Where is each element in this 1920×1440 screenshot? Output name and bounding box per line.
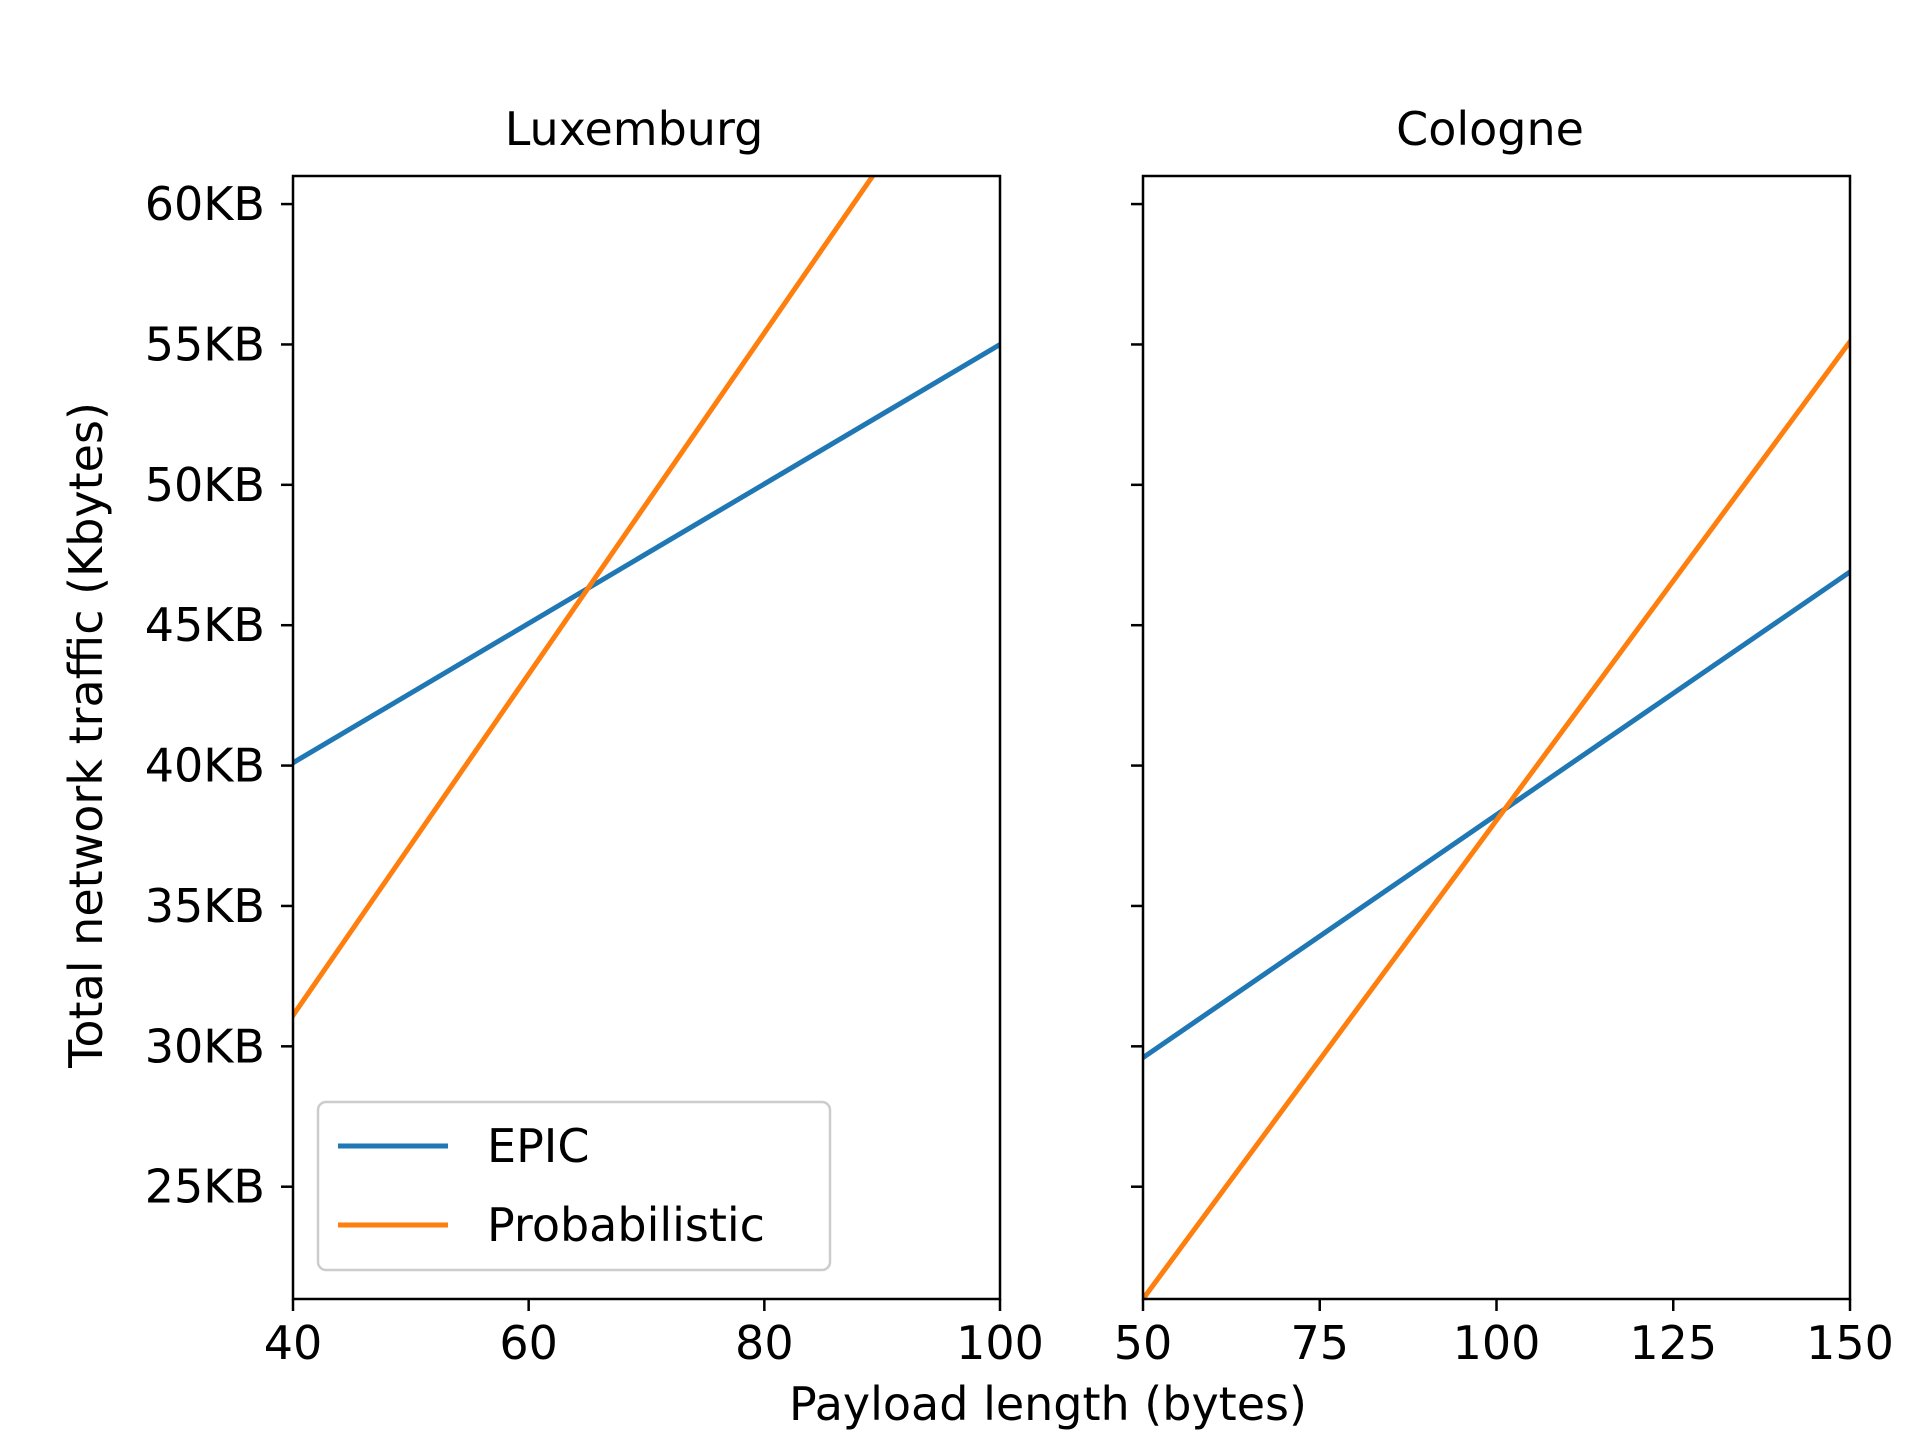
y-tick-label: 50KB [145, 458, 265, 512]
legend-label-epic: EPIC [487, 1119, 590, 1173]
y-axis-label: Total network traffic (Kbytes) [59, 402, 113, 1069]
y-tick-label: 25KB [145, 1160, 265, 1214]
series-line-probabilistic [293, 176, 876, 1019]
y-tick-label: 35KB [145, 879, 265, 933]
series-line-probabilistic [1143, 338, 1850, 1299]
x-tick-label: 40 [264, 1316, 323, 1370]
legend: EPIC Probabilistic [316, 1100, 832, 1272]
x-tick-label: 100 [1453, 1316, 1541, 1370]
x-tick-label: 125 [1629, 1316, 1717, 1370]
x-axis-label: Payload length (bytes) [789, 1377, 1307, 1431]
panel-luxemburg: Luxemburg 40 60 80 100 25KB 30KB 35KB 40KB 45KB 5… [145, 102, 1044, 1370]
y-tick-label: 60KB [145, 177, 265, 231]
plot-frame [1141, 174, 1852, 1301]
series-line-epic [293, 341, 1000, 766]
x-tick-label: 50 [1114, 1316, 1173, 1370]
legend-label-probabilistic: Probabilistic [487, 1198, 765, 1252]
panel-cologne: Cologne 50 75 100 125 150 [1114, 102, 1894, 1370]
x-tick-label: 150 [1806, 1316, 1894, 1370]
x-tick-label: 80 [735, 1316, 794, 1370]
panel-title: Luxemburg [505, 102, 764, 156]
series-line-epic [1143, 568, 1850, 1061]
y-tick-label: 30KB [145, 1019, 265, 1073]
x-tick-label: 75 [1290, 1316, 1349, 1370]
plot-frame [291, 174, 1002, 1301]
panel-title: Cologne [1396, 102, 1584, 156]
y-tick-label: 55KB [145, 317, 265, 371]
y-tick-label: 40KB [145, 739, 265, 793]
y-tick-label: 45KB [145, 598, 265, 652]
x-tick-label: 60 [499, 1316, 558, 1370]
x-tick-label: 100 [956, 1316, 1044, 1370]
